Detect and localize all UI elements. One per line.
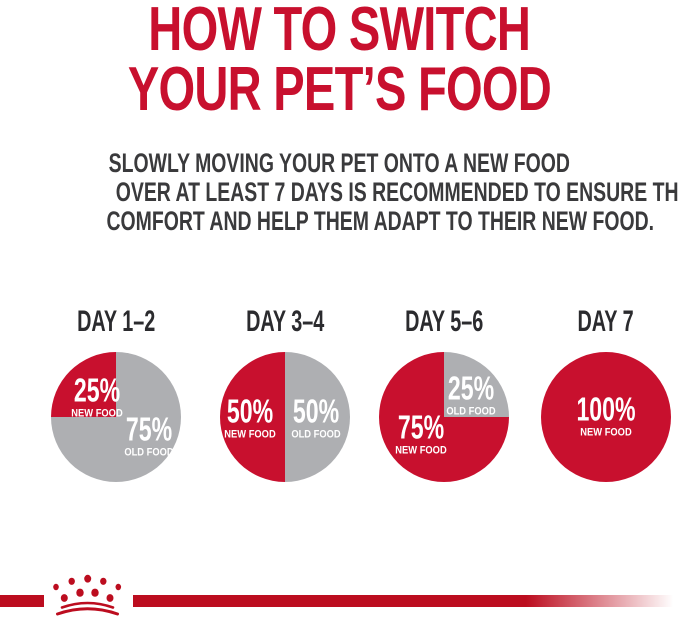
day-7-pie-chart: 100% NEW FOOD: [541, 352, 671, 482]
day-3-4-heading: DAY 3–4: [245, 305, 325, 338]
day-3-4-column: DAY 3–4 50% NEW FOOD 50% OLD FOOD: [210, 305, 360, 482]
page-title-line2: YOUR PET’S FOOD: [127, 55, 552, 124]
subtitle: SLOWLY MOVING YOUR PET ONTO A NEW FOOD O…: [0, 149, 679, 236]
day-5-6-old-food-label: 25% OLD FOOD: [446, 369, 496, 418]
footer-bar-left-segment: [0, 595, 44, 607]
page-title: HOW TO SWITCH YOUR PET’S FOOD: [0, 0, 679, 124]
day-1-2-old-food-label: 75% OLD FOOD: [124, 410, 174, 459]
day-3-4-old-food-label: 50% OLD FOOD: [291, 392, 341, 441]
subtitle-line1: SLOWLY MOVING YOUR PET ONTO A NEW FOOD: [108, 148, 571, 178]
crown-base-arcs: [56, 601, 119, 616]
royal-canin-crown-logo: [53, 574, 122, 616]
day-5-6-pie-chart: 25% OLD FOOD 75% NEW FOOD: [379, 352, 509, 482]
page-title-line1: HOW TO SWITCH: [148, 0, 532, 64]
day-7-new-food-label: 100% NEW FOOD: [576, 390, 636, 439]
day-5-6-column: DAY 5–6 25% OLD FOOD 75% NEW FOOD: [369, 305, 519, 482]
day-5-6-new-food-label: 75% NEW FOOD: [395, 408, 447, 457]
subtitle-line3: COMFORT AND HELP THEM ADAPT TO THEIR NEW…: [106, 206, 655, 236]
day-1-2-column: DAY 1–2 25% NEW FOOD 75% OLD FOOD: [41, 305, 191, 482]
subtitle-line2: OVER AT LEAST 7 DAYS IS RECOMMENDED TO E…: [115, 177, 679, 207]
day-3-4-new-food-label: 50% NEW FOOD: [224, 392, 276, 441]
day-1-2-heading: DAY 1–2: [76, 305, 156, 338]
crown-dots: [53, 574, 122, 602]
footer-bar-right-segment: [133, 595, 679, 607]
day-1-2-pie-chart: 25% NEW FOOD 75% OLD FOOD: [51, 352, 181, 482]
day-1-2-new-food-label: 25% NEW FOOD: [71, 371, 123, 420]
day-7-heading: DAY 7: [577, 305, 635, 338]
day-3-4-pie-chart: 50% NEW FOOD 50% OLD FOOD: [220, 352, 350, 482]
day-7-column: DAY 7 100% NEW FOOD: [531, 305, 679, 482]
day-5-6-heading: DAY 5–6: [404, 305, 484, 338]
